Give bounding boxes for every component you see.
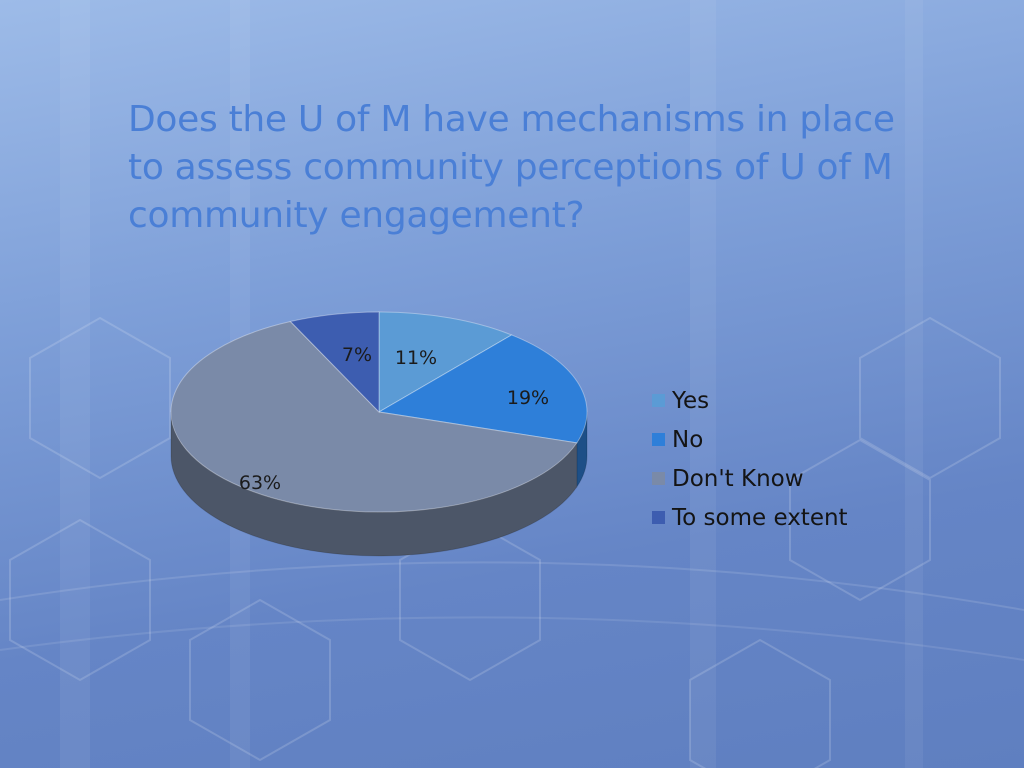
data-label-no: 19% xyxy=(507,387,549,409)
legend-label-no: No xyxy=(672,426,704,453)
legend-item-no: No xyxy=(652,420,848,459)
legend-label-dont-know: Don't Know xyxy=(672,465,804,492)
slide-title: Does the U of M have mechanisms in place… xyxy=(128,99,895,236)
pie-slice-yes xyxy=(378,311,513,413)
legend-swatch-yes xyxy=(652,394,665,407)
legend-label-to-some-extent: To some extent xyxy=(672,504,848,531)
legend-item-yes: Yes xyxy=(652,381,848,420)
legend-swatch-to-some-extent xyxy=(652,511,665,524)
data-label-to-some-extent: 7% xyxy=(342,344,372,366)
data-label-dont-know: 63% xyxy=(239,472,281,494)
legend-swatch-no xyxy=(652,433,665,446)
pie-slice-no xyxy=(377,334,588,444)
legend-label-yes: Yes xyxy=(672,387,710,414)
pie-slice-dont-know xyxy=(170,320,578,513)
chart-legend: Yes No Don't Know To some extent xyxy=(652,381,848,537)
pie-slice-to-some-extent xyxy=(289,311,380,414)
legend-item-dont-know: Don't Know xyxy=(652,459,848,498)
legend-swatch-dont-know xyxy=(652,472,665,485)
legend-item-to-some-extent: To some extent xyxy=(652,498,848,537)
data-label-yes: 11% xyxy=(395,347,437,369)
